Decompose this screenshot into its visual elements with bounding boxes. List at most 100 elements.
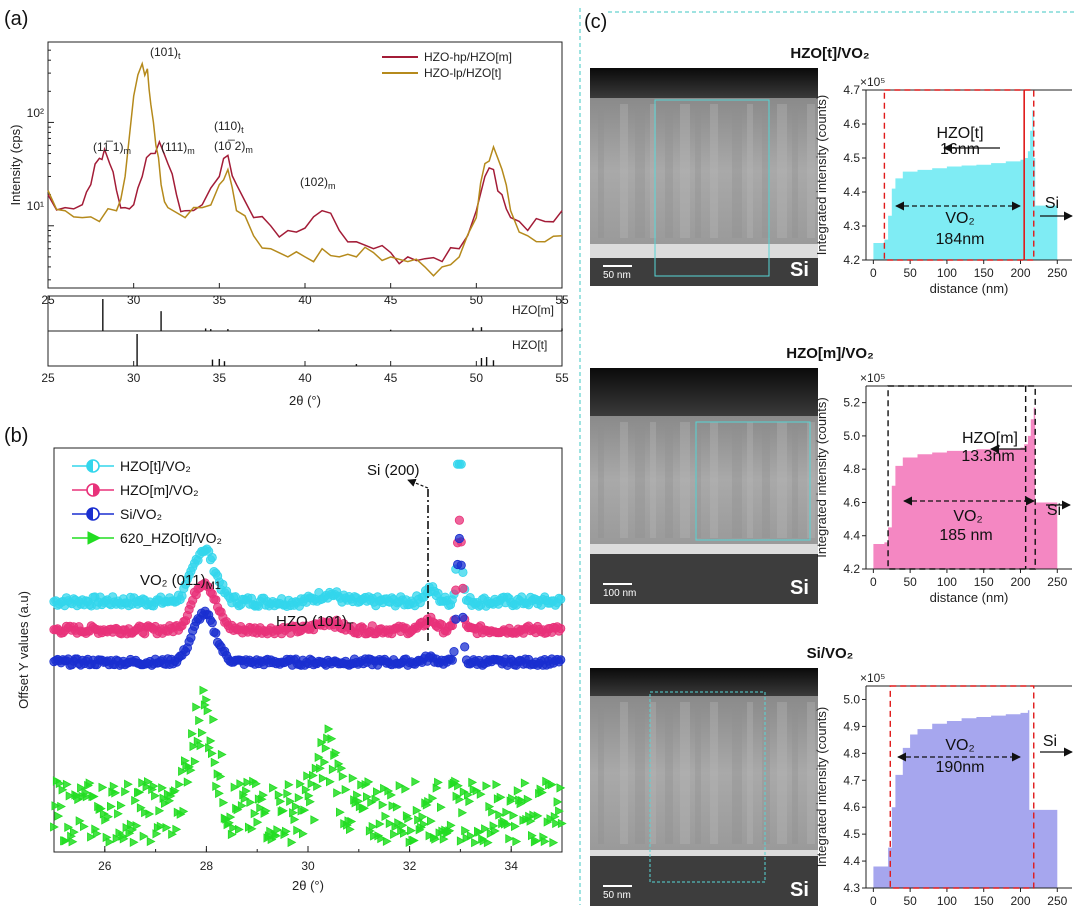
data-point [74, 794, 84, 805]
x-tick-label: 35 [213, 293, 227, 307]
data-point [85, 778, 95, 788]
data-point [446, 820, 456, 831]
data-point [337, 763, 347, 773]
data-point [229, 823, 239, 833]
data-point [293, 825, 303, 835]
x-tick-label: 40 [298, 293, 312, 307]
y-tick-label: 4.5 [843, 827, 860, 841]
data-point [320, 757, 330, 767]
data-point [381, 811, 391, 821]
data-point [377, 833, 387, 844]
legend-marker-half [93, 484, 99, 496]
data-point [189, 741, 199, 752]
axis-multiplier: ×10⁵ [860, 75, 885, 89]
data-point [179, 806, 189, 817]
series-line [47, 61, 563, 277]
data-point [357, 780, 367, 790]
tem-grain [807, 104, 815, 238]
data-point [162, 822, 172, 833]
data-point [138, 778, 148, 788]
tem-grain [665, 702, 673, 844]
y-tick-label: 4.6 [843, 495, 860, 509]
data-point [68, 837, 78, 847]
x-tick-label: 34 [505, 859, 519, 873]
profile-annotation: 16nm [940, 141, 980, 158]
data-point [459, 787, 469, 797]
data-point [209, 714, 219, 725]
data-point [62, 779, 72, 790]
data-point [107, 801, 116, 812]
data-point [557, 818, 567, 829]
data-point [210, 757, 220, 768]
data-point [324, 724, 334, 734]
data-point [404, 813, 414, 824]
profile-annotation: VO₂ [953, 508, 982, 525]
data-point [299, 829, 308, 839]
subpanel-title: Si/VO₂ [807, 645, 854, 662]
x-tick-label: 0 [870, 575, 877, 589]
tem-grain [762, 422, 770, 538]
y-tick-label: 10² [27, 106, 44, 120]
data-point [198, 728, 207, 738]
tem-grain [710, 422, 718, 538]
tem-grain [792, 702, 798, 844]
series-line [47, 139, 563, 265]
profile-annotation: Si [1045, 195, 1059, 212]
tem-substrate [590, 856, 818, 906]
data-point [70, 827, 79, 837]
tick-marks: 26 28 30 32 34 [53, 846, 563, 873]
legend: HZO[t]/VO₂ HZO[m]/VO₂ Si/VO₂ 620_HZO[t]/VO₂ [72, 458, 222, 546]
data-point [553, 797, 563, 807]
subpanel-title: HZO[t]/VO₂ [790, 45, 869, 62]
x-tick-label: 150 [974, 894, 994, 908]
x-tick-label: 200 [1010, 894, 1030, 908]
data-point [92, 828, 102, 839]
data-point [242, 786, 251, 796]
scale-bar-label: 100 nm [603, 588, 636, 599]
data-point [124, 779, 133, 789]
x-tick-label: 25 [41, 371, 55, 385]
tem-grain [695, 702, 701, 844]
data-point [287, 837, 297, 848]
data-point [336, 807, 345, 817]
tem-grain [777, 702, 787, 844]
data-point [434, 777, 443, 788]
data-point [202, 695, 212, 705]
data-point [449, 646, 459, 657]
peak-label: (11̅ 1)m [93, 140, 131, 156]
ref-label: HZO[t] [512, 338, 547, 352]
peak-label: (110)t [214, 119, 244, 135]
tem-grain [807, 702, 815, 844]
data-point [338, 771, 348, 781]
data-point [378, 800, 388, 810]
x-tick-label: 100 [937, 266, 957, 280]
y-axis-label: Integrated intensity (counts) [814, 95, 829, 255]
data-point [117, 800, 126, 811]
data-point [424, 796, 433, 807]
region-box [883, 89, 1035, 261]
data-point [495, 810, 505, 820]
tem-grain [635, 422, 645, 538]
data-point [509, 810, 519, 821]
data-point [188, 729, 197, 739]
data-point [282, 826, 291, 837]
profile-area [873, 110, 1058, 261]
data-point [55, 778, 65, 789]
data-point [290, 814, 300, 825]
x-tick-label: 55 [555, 371, 569, 385]
data-point [392, 802, 402, 812]
data-point [472, 786, 482, 796]
data-point [178, 766, 187, 776]
data-point [333, 788, 342, 798]
data-point [219, 797, 229, 808]
tem-grain [792, 422, 798, 538]
y-axis-label: Integrated intensity (counts) [814, 707, 829, 867]
data-point [540, 836, 550, 847]
data-point [529, 810, 539, 820]
panel-a-reference-patterns: 25 30 35 40 45 50 55 HZO[m] HZO[t] 2θ (°) [41, 295, 569, 408]
data-point [454, 533, 464, 544]
data-point [289, 808, 298, 818]
data-point [250, 808, 260, 819]
data-point [341, 784, 351, 795]
